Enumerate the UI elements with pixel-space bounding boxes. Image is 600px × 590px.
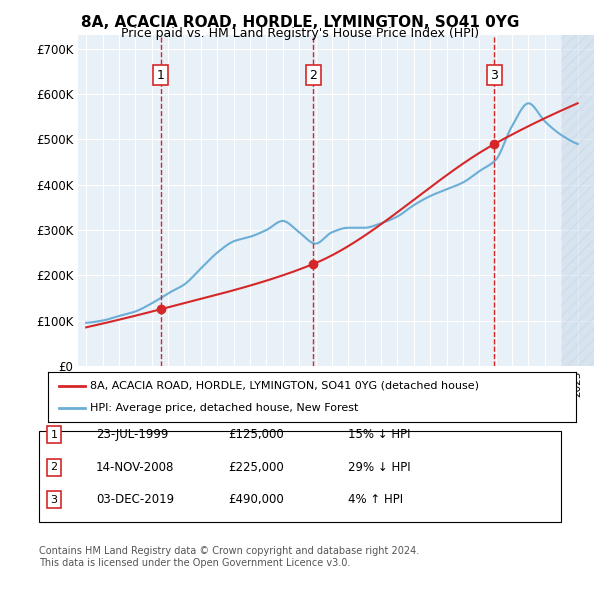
Text: 3: 3 xyxy=(50,495,58,504)
Text: 3: 3 xyxy=(490,68,499,81)
Text: 15% ↓ HPI: 15% ↓ HPI xyxy=(348,428,410,441)
Text: 4% ↑ HPI: 4% ↑ HPI xyxy=(348,493,403,506)
Bar xyxy=(561,35,594,366)
Text: 14-NOV-2008: 14-NOV-2008 xyxy=(96,461,175,474)
Text: £490,000: £490,000 xyxy=(228,493,284,506)
Text: 2: 2 xyxy=(310,68,317,81)
Text: 1: 1 xyxy=(157,68,164,81)
Text: £225,000: £225,000 xyxy=(228,461,284,474)
Text: £125,000: £125,000 xyxy=(228,428,284,441)
Text: 23-JUL-1999: 23-JUL-1999 xyxy=(96,428,169,441)
Text: This data is licensed under the Open Government Licence v3.0.: This data is licensed under the Open Gov… xyxy=(39,558,350,568)
Text: 03-DEC-2019: 03-DEC-2019 xyxy=(96,493,174,506)
Text: Price paid vs. HM Land Registry's House Price Index (HPI): Price paid vs. HM Land Registry's House … xyxy=(121,27,479,40)
Text: 29% ↓ HPI: 29% ↓ HPI xyxy=(348,461,410,474)
Text: 2: 2 xyxy=(50,463,58,472)
Text: 8A, ACACIA ROAD, HORDLE, LYMINGTON, SO41 0YG: 8A, ACACIA ROAD, HORDLE, LYMINGTON, SO41… xyxy=(81,15,519,30)
Text: HPI: Average price, detached house, New Forest: HPI: Average price, detached house, New … xyxy=(90,403,359,413)
Text: Contains HM Land Registry data © Crown copyright and database right 2024.: Contains HM Land Registry data © Crown c… xyxy=(39,546,419,556)
Text: 1: 1 xyxy=(50,430,58,440)
Text: 8A, ACACIA ROAD, HORDLE, LYMINGTON, SO41 0YG (detached house): 8A, ACACIA ROAD, HORDLE, LYMINGTON, SO41… xyxy=(90,381,479,391)
